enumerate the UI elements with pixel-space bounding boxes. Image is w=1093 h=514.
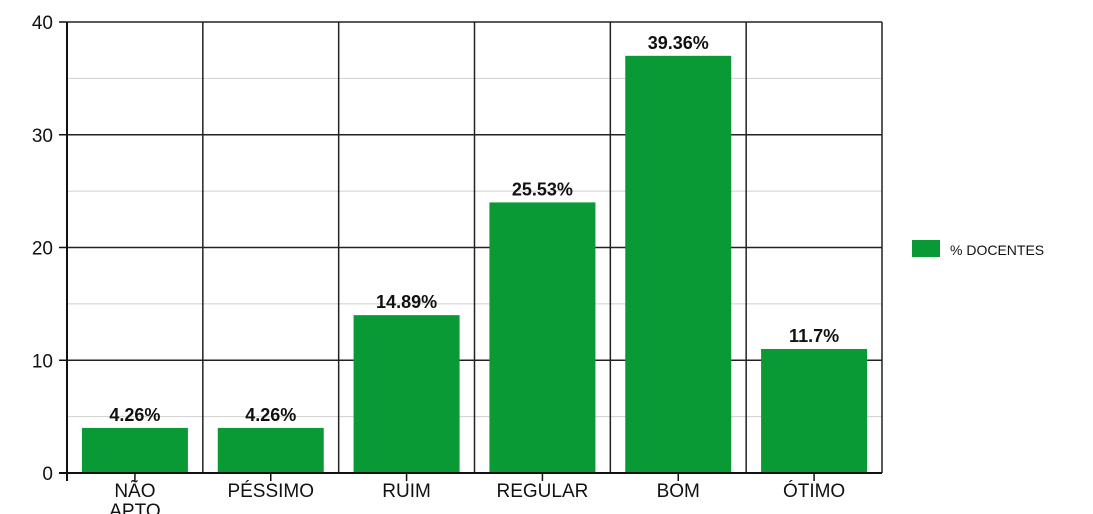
- x-tick-label: NÃO APTO: [109, 480, 160, 514]
- y-tick-label: 40: [32, 13, 53, 34]
- x-tick-label: BOM: [657, 481, 700, 502]
- x-tick-label: PÉSSIMO: [227, 481, 314, 502]
- bar: [761, 348, 868, 473]
- y-tick-label: 20: [32, 239, 53, 260]
- y-tick-label: 0: [42, 464, 53, 485]
- bar: [625, 55, 732, 473]
- legend-label: % DOCENTES: [950, 242, 1044, 258]
- legend-swatch: [912, 240, 940, 257]
- legend: % DOCENTES: [912, 240, 1044, 258]
- x-tick-label-line: ÓTIMO: [783, 480, 845, 502]
- bars-layer: [81, 55, 868, 473]
- data-label: 11.7%: [789, 326, 839, 346]
- x-tick-label-line: PÉSSIMO: [227, 481, 314, 502]
- x-tick-label-line: RUIM: [382, 481, 431, 502]
- axes-layer: [59, 21, 882, 481]
- x-tick-label: REGULAR: [496, 481, 588, 502]
- x-tick-label-line: BOM: [657, 481, 700, 502]
- bar: [217, 427, 324, 473]
- x-tick-label: ÓTIMO: [783, 480, 845, 502]
- data-label: 39.36%: [648, 33, 709, 53]
- bar: [353, 315, 460, 473]
- data-label: 4.26%: [245, 405, 296, 425]
- x-tick-label-line: NÃO: [114, 480, 155, 502]
- bar: [81, 427, 188, 473]
- x-tick-label: RUIM: [382, 481, 431, 502]
- x-tick-label-line: APTO: [109, 501, 160, 514]
- y-tick-label: 10: [32, 351, 53, 372]
- data-label: 4.26%: [109, 405, 160, 425]
- x-tick-label-line: REGULAR: [496, 481, 588, 502]
- grid-layer: [66, 21, 883, 474]
- bar: [489, 202, 596, 473]
- labels-layer: 4.26% 4.26% 14.89% 25.53% 39.36% 11.7% 0 10 20 30…: [32, 13, 845, 514]
- data-label: 25.53%: [512, 179, 573, 199]
- data-label: 14.89%: [376, 292, 437, 312]
- y-tick-label: 30: [32, 126, 53, 147]
